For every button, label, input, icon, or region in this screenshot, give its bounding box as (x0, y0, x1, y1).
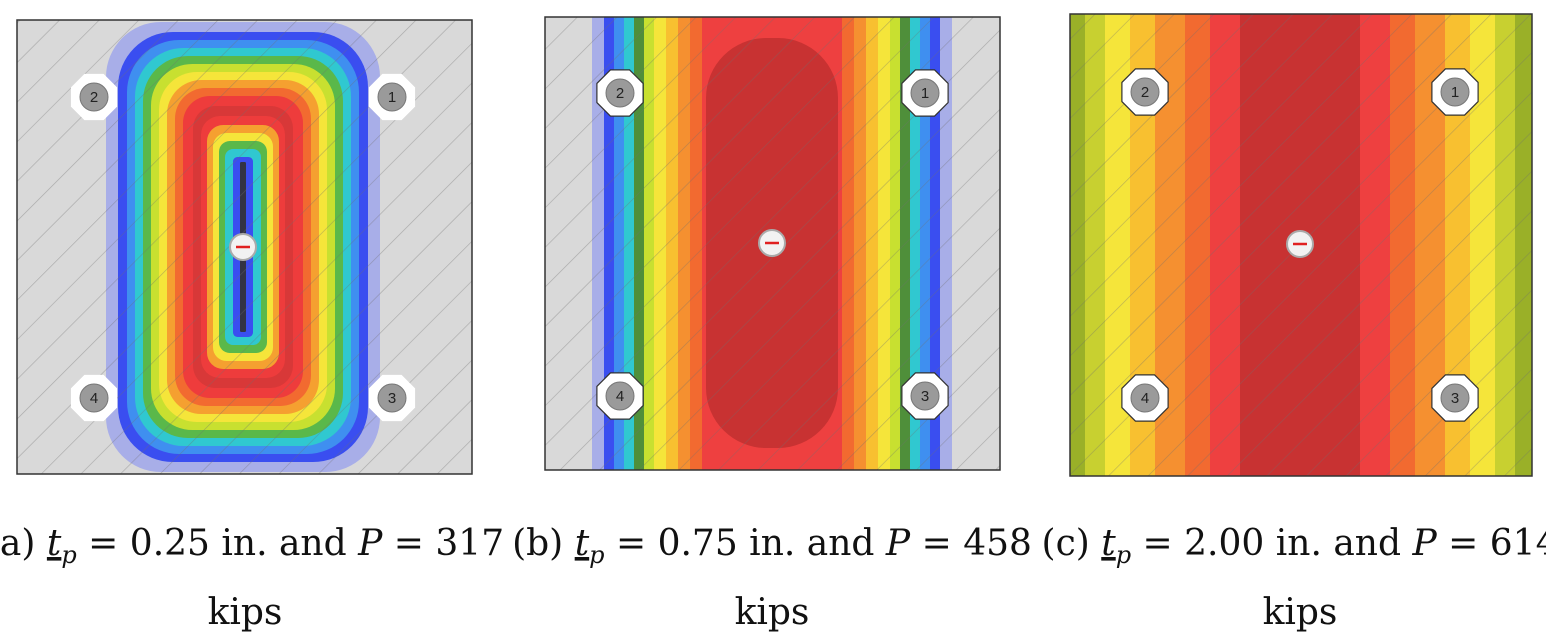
caption-end: = 614 (1437, 523, 1546, 564)
bolt-label: 1 (921, 85, 929, 102)
caption-unit: kips (208, 592, 283, 633)
caption-sub: p (589, 541, 604, 569)
contours (545, 17, 1000, 470)
bolt (79, 383, 109, 413)
bolt (605, 78, 635, 108)
caption-mid: = 0.75 in. and (605, 523, 886, 564)
bolt-label: 2 (616, 85, 624, 102)
bolt (1440, 383, 1470, 413)
bolt-label: 3 (1451, 390, 1459, 407)
bolt (1130, 383, 1160, 413)
caption-sub: p (61, 541, 76, 569)
plate-border (16, 19, 473, 475)
caption-end: = 317 (382, 523, 504, 564)
caption-unit: kips (1263, 592, 1338, 633)
bolt-label: 4 (1141, 390, 1149, 407)
caption-label: (a) (0, 523, 35, 564)
caption-label: (c) (1042, 523, 1090, 564)
hatch (17, 20, 472, 474)
panel: 1 2 3 4 (a) tp = 0.25 in. and P = 317 kips (0, 19, 504, 633)
plate-border (544, 16, 1001, 471)
caption-mid: = 0.25 in. and (77, 523, 358, 564)
caption: (a) tp = 0.25 in. and P = 317 (0, 523, 504, 569)
bolt (910, 381, 940, 411)
caption-sub: p (1116, 541, 1131, 569)
caption-space (35, 523, 46, 564)
bolt (605, 381, 635, 411)
bolt (377, 82, 407, 112)
caption-var: t (1101, 523, 1116, 564)
bolt (910, 78, 940, 108)
caption: (b) tp = 0.75 in. and P = 458 (512, 523, 1032, 569)
caption-var: P (1411, 523, 1437, 564)
bolt (79, 82, 109, 112)
bolt (1130, 77, 1160, 107)
bolt-label: 3 (388, 390, 396, 407)
caption-var: t (47, 523, 62, 564)
panel: 1 2 3 4 (c) tp = 2.00 in. and P = 614 kips (1042, 13, 1546, 633)
caption-var: P (357, 523, 383, 564)
caption-unit: kips (735, 592, 810, 633)
caption-label: (b) (512, 523, 563, 564)
caption-space (1090, 523, 1101, 564)
bolt-label: 3 (921, 388, 929, 405)
contours (17, 20, 472, 474)
bolt-label: 1 (388, 89, 396, 106)
bolt-label: 2 (1141, 84, 1149, 101)
caption-space (563, 523, 574, 564)
bolt-label: 4 (616, 388, 624, 405)
caption-var: t (575, 523, 590, 564)
bolt-label: 1 (1451, 84, 1459, 101)
bolt-label: 4 (90, 390, 98, 407)
bolt-label: 2 (90, 89, 98, 106)
caption-mid: = 2.00 in. and (1131, 523, 1412, 564)
bolt (1440, 77, 1470, 107)
caption: (c) tp = 2.00 in. and P = 614 (1042, 523, 1546, 569)
bolt (377, 383, 407, 413)
caption-var: P (885, 523, 911, 564)
plate-border (1069, 13, 1533, 477)
caption-end: = 458 (910, 523, 1032, 564)
panel: 1 2 3 4 (b) tp = 0.75 in. and P = 458 kips (512, 16, 1032, 633)
